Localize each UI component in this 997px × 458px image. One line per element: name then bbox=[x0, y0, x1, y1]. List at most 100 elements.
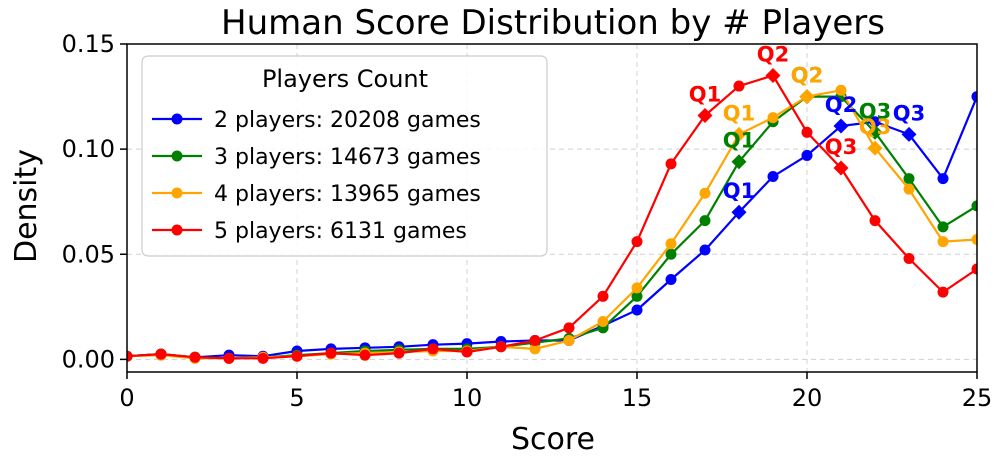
data-point bbox=[801, 149, 813, 161]
data-point bbox=[291, 350, 303, 362]
data-point bbox=[903, 183, 915, 195]
quartile-label: Q1 bbox=[723, 179, 755, 203]
quartile-label: Q1 bbox=[723, 129, 755, 153]
x-tick-label: 15 bbox=[622, 384, 653, 412]
legend-swatch-marker bbox=[171, 224, 183, 236]
y-tick-label: 0.10 bbox=[62, 135, 115, 163]
legend: Players Count 2 players: 20208 games 3 pl… bbox=[141, 55, 548, 257]
data-point bbox=[767, 112, 779, 124]
data-point bbox=[597, 316, 609, 328]
data-point bbox=[869, 215, 881, 227]
x-tick-label: 10 bbox=[452, 384, 483, 412]
quartile-label: Q2 bbox=[825, 93, 857, 117]
data-point bbox=[699, 187, 711, 199]
data-point bbox=[127, 350, 133, 362]
series-line bbox=[127, 74, 977, 360]
data-point bbox=[393, 347, 405, 359]
axis-ticks: 0 5 10 15 20 25 0.00 0.05 0.10 0.15 bbox=[62, 30, 993, 412]
data-point bbox=[801, 126, 813, 138]
data-point bbox=[529, 334, 541, 346]
quartile-label: Q2 bbox=[757, 43, 789, 67]
x-tick-label: 0 bbox=[119, 384, 134, 412]
data-point bbox=[937, 173, 949, 185]
data-point bbox=[869, 116, 881, 128]
data-point bbox=[631, 290, 643, 302]
y-tick-label: 0.15 bbox=[62, 30, 115, 58]
x-tick-label: 25 bbox=[962, 384, 993, 412]
legend-swatch-marker bbox=[171, 150, 183, 162]
data-point bbox=[189, 351, 201, 363]
quartile-marker bbox=[731, 154, 747, 170]
data-point bbox=[257, 352, 269, 364]
legend-swatch-marker bbox=[171, 113, 183, 125]
data-point bbox=[937, 236, 949, 248]
data-point bbox=[699, 244, 711, 256]
data-point bbox=[563, 322, 575, 334]
quartile-label: Q1 bbox=[689, 82, 721, 106]
quartile-marker bbox=[833, 160, 849, 176]
quartile-label: Q2 bbox=[791, 64, 823, 88]
legend-box bbox=[141, 55, 548, 257]
data-point bbox=[665, 158, 677, 170]
y-axis-label: Density bbox=[9, 149, 44, 263]
data-point bbox=[733, 80, 745, 92]
y-tick-label: 0.05 bbox=[62, 240, 115, 268]
data-point bbox=[665, 248, 677, 260]
data-point bbox=[325, 347, 337, 359]
series-layer bbox=[127, 68, 977, 364]
data-point bbox=[971, 91, 977, 103]
data-point bbox=[495, 341, 507, 353]
x-tick-label: 20 bbox=[792, 384, 823, 412]
data-point bbox=[937, 286, 949, 298]
data-point bbox=[461, 346, 473, 358]
quartile-marker bbox=[697, 107, 713, 123]
data-point bbox=[665, 273, 677, 285]
quartile-label: Q2 bbox=[791, 64, 823, 88]
data-point bbox=[155, 348, 167, 360]
data-point bbox=[563, 334, 575, 346]
quartile-label: Q1 bbox=[723, 101, 755, 125]
quartile-marker bbox=[731, 126, 747, 142]
data-point bbox=[971, 200, 977, 212]
data-point bbox=[631, 304, 643, 316]
data-point bbox=[597, 290, 609, 302]
legend-entry-label: 3 players: 14673 games bbox=[214, 145, 481, 170]
data-point bbox=[971, 263, 977, 275]
plot-frame bbox=[126, 43, 978, 373]
data-point bbox=[359, 349, 371, 361]
data-point bbox=[835, 84, 847, 96]
quartile-marker bbox=[833, 118, 849, 134]
quartile-label: Q3 bbox=[825, 135, 857, 159]
quartile-marker bbox=[867, 124, 883, 140]
legend-entry-label: 4 players: 13965 games bbox=[214, 182, 481, 207]
y-tick-label: 0.00 bbox=[62, 345, 115, 373]
quartile-marker bbox=[765, 68, 781, 84]
quartile-label: Q3 bbox=[893, 101, 925, 125]
quartile-marker bbox=[867, 140, 883, 156]
legend-entries: 2 players: 20208 games 3 players: 14673 g… bbox=[152, 108, 481, 244]
quartile-marker bbox=[901, 126, 917, 142]
chart-title: Human Score Distribution by # Players bbox=[221, 3, 885, 43]
legend-swatch-marker bbox=[171, 187, 183, 199]
data-point bbox=[665, 238, 677, 250]
quartile-marker bbox=[731, 204, 747, 220]
x-axis-label: Score bbox=[511, 422, 595, 457]
data-point bbox=[699, 215, 711, 227]
quartile-marker bbox=[799, 89, 815, 105]
quartile-label: Q3 bbox=[859, 99, 891, 123]
legend-entry-label: 5 players: 6131 games bbox=[214, 219, 467, 244]
data-point bbox=[631, 236, 643, 248]
quartile-label: Q3 bbox=[859, 115, 891, 139]
data-point bbox=[631, 282, 643, 294]
data-point bbox=[223, 352, 235, 364]
data-point bbox=[903, 252, 915, 264]
data-point bbox=[971, 234, 977, 246]
data-point bbox=[903, 173, 915, 185]
legend-entry-label: 2 players: 20208 games bbox=[214, 108, 481, 133]
data-point bbox=[937, 221, 949, 233]
data-point bbox=[529, 343, 541, 355]
x-tick-label: 5 bbox=[289, 384, 304, 412]
legend-title: Players Count bbox=[262, 65, 428, 93]
